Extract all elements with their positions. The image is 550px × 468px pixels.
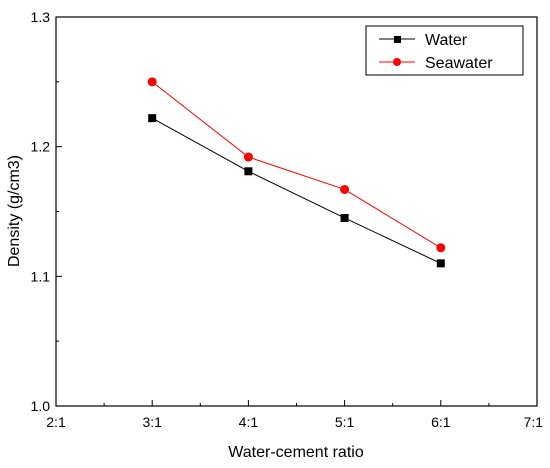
x-tick-label: 6:1 bbox=[431, 414, 451, 430]
legend: Water Seawater bbox=[365, 25, 524, 76]
y-tick-label: 1.3 bbox=[31, 9, 51, 25]
x-tick-label: 3:1 bbox=[142, 414, 162, 430]
data-point-seawater bbox=[243, 152, 253, 162]
legend-box bbox=[365, 25, 524, 76]
data-point-water bbox=[148, 114, 157, 123]
y-tick-label: 1.1 bbox=[31, 268, 51, 284]
x-tick-label: 5:1 bbox=[335, 414, 355, 430]
data-point-seawater bbox=[436, 243, 446, 253]
x-tick-label: 4:1 bbox=[239, 414, 259, 430]
x-tick-label: 2:1 bbox=[46, 414, 66, 430]
legend-marker-seawater bbox=[393, 58, 401, 66]
x-axis: 2:1 3:1 4:1 5:1 6:1 7:1 bbox=[46, 400, 543, 430]
x-axis-title: Water-cement ratio bbox=[228, 444, 364, 461]
series-line-seawater bbox=[151, 81, 442, 249]
data-point-water bbox=[436, 259, 445, 268]
x-tick-label: 7:1 bbox=[524, 414, 544, 430]
legend-marker-water bbox=[394, 36, 401, 43]
data-point-seawater bbox=[147, 77, 157, 87]
legend-label-water: Water bbox=[425, 32, 468, 49]
data-point-seawater bbox=[340, 184, 350, 194]
legend-label-seawater: Seawater bbox=[425, 55, 493, 72]
y-tick-label: 1.2 bbox=[31, 139, 51, 155]
data-point-water bbox=[244, 167, 253, 176]
y-axis-title: Density (g/cm3) bbox=[6, 155, 23, 267]
data-point-water bbox=[340, 213, 349, 222]
series-layer bbox=[147, 77, 446, 268]
y-axis: 1.0 1.1 1.2 1.3 bbox=[31, 9, 62, 414]
series-line-water bbox=[151, 117, 442, 264]
y-tick-label: 1.0 bbox=[31, 398, 51, 414]
